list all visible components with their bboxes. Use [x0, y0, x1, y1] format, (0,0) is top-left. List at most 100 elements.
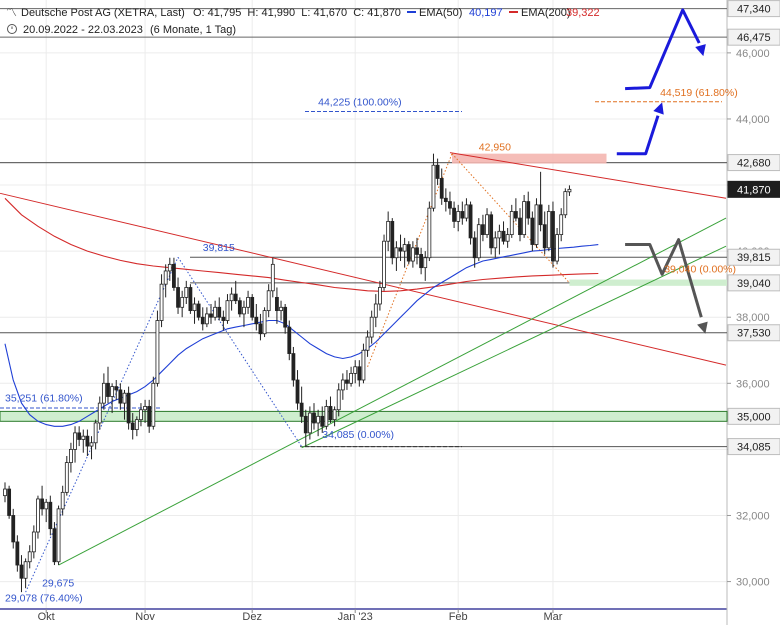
price-label-box [727, 28, 780, 46]
candle-body [188, 287, 193, 312]
candle-body [394, 247, 399, 259]
candle [307, 406, 312, 440]
candle [534, 198, 539, 248]
candle-body [229, 293, 234, 302]
candle-body [118, 389, 123, 404]
price-level-label: 47,340 [727, 0, 780, 18]
candle [27, 545, 32, 569]
candle [505, 228, 510, 248]
price-label-box [727, 438, 780, 456]
candle [15, 535, 20, 572]
candle-body [410, 247, 415, 262]
candle [163, 264, 168, 298]
candle-body [369, 316, 374, 338]
candle [7, 485, 12, 519]
candle [254, 304, 259, 331]
candle [159, 274, 164, 328]
candle-body [427, 207, 432, 259]
instrument-title: Deutsche Post AG (XETRA, Last) [21, 7, 185, 19]
x-tick-label: Feb [449, 611, 468, 623]
candle [378, 280, 382, 311]
fib-annotation: 39,815 [203, 242, 235, 254]
candle [204, 307, 209, 328]
candle [312, 403, 316, 430]
candle-body [134, 419, 139, 430]
candle [324, 399, 329, 430]
candle-body [538, 204, 543, 226]
candle-body [77, 432, 82, 440]
candle-body [546, 211, 551, 249]
candle-body [485, 214, 489, 236]
candle [246, 290, 250, 314]
price-level-label: 42,680 [727, 154, 780, 172]
candle-body [130, 422, 135, 430]
candle [184, 280, 189, 304]
candle [233, 280, 238, 304]
candle [410, 241, 415, 268]
annotations: 44,225 (100.00%) 44,519 (61.80%) 42,950 39,… [5, 87, 738, 605]
uptrend-line-upper [301, 245, 727, 449]
candle [559, 208, 564, 242]
candle [225, 294, 230, 324]
candle-body [196, 303, 201, 318]
candle-body [419, 254, 424, 269]
candle-body [398, 247, 403, 252]
candle [97, 396, 102, 430]
candle-body [40, 498, 44, 510]
candle-body [439, 178, 444, 199]
candle [200, 307, 205, 331]
candle-body [361, 349, 366, 381]
fibonacci-lines [0, 101, 722, 448]
y-tick-label: 44,000 [736, 114, 770, 126]
candle [336, 383, 341, 417]
candle [192, 297, 197, 324]
candle [167, 257, 172, 281]
x-tick-label: Jan '23 [338, 611, 373, 623]
candle [213, 300, 218, 321]
fib-annotation: 44,225 (100.00%) [318, 97, 401, 109]
candle-body [246, 296, 250, 308]
candle [460, 201, 465, 225]
candle-body [534, 204, 539, 245]
price-label-box [727, 180, 780, 198]
fib-annotation: 35,251 (61.80%) [5, 392, 83, 404]
y-tick-label: 38,000 [736, 312, 770, 324]
price-label-box [727, 407, 780, 425]
candle-body [73, 432, 77, 450]
price-label-text: 39,815 [737, 252, 771, 264]
candle [279, 300, 283, 321]
candle [345, 370, 349, 390]
ema200-line [4, 197, 599, 292]
candle-body [291, 353, 296, 381]
candle [60, 485, 65, 516]
candle-body [468, 204, 473, 239]
x-tick-label: Okt [38, 611, 55, 623]
candle-body [365, 336, 370, 351]
candle [390, 218, 395, 265]
candle [287, 320, 292, 361]
candle [526, 191, 531, 225]
candlestick-series [3, 153, 572, 593]
candle-body [81, 435, 86, 440]
price-label-box [727, 248, 780, 266]
price-label-text: 35,000 [737, 411, 771, 423]
candle [386, 211, 391, 252]
price-level-label: 39,815 [727, 248, 780, 266]
candle-body [390, 220, 395, 259]
candle-body [270, 263, 275, 292]
clock-icon [7, 24, 17, 34]
candle [406, 241, 411, 265]
y-tick-label: 36,000 [736, 378, 770, 390]
candle [262, 307, 267, 338]
candle-body [448, 201, 452, 209]
fib-annotation: 42,950 [479, 141, 511, 153]
candle-body [3, 488, 7, 497]
candle [19, 555, 24, 593]
candle [270, 257, 275, 298]
candle-body [382, 240, 386, 288]
price-label-box [727, 154, 780, 172]
candle-body [237, 300, 242, 315]
candle-body [464, 204, 469, 219]
candle [139, 403, 143, 427]
